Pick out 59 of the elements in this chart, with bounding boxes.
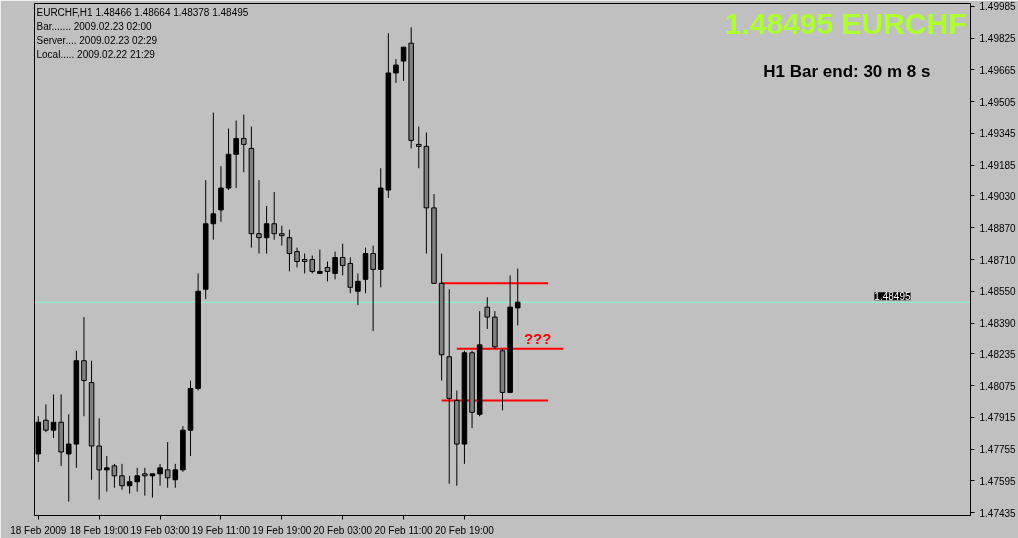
x-tick-label: 20 Feb 19:00: [434, 524, 495, 536]
x-tick-label: 19 Feb 03:00: [130, 524, 190, 536]
y-tick-label: 1.48235: [979, 348, 1017, 360]
candlestick: [332, 251, 338, 280]
y-tick-label: 1.49985: [979, 1, 1017, 13]
y-tick-label: 1.48710: [979, 254, 1017, 266]
candlestick: [149, 473, 156, 499]
annotation: Server.... 2009.02.23 02:29: [36, 34, 158, 46]
candlestick: [256, 179, 262, 255]
y-tick-label: 1.48550: [979, 286, 1017, 298]
candlestick: [43, 403, 49, 433]
candlestick: [142, 467, 148, 497]
candlestick: [324, 260, 331, 282]
y-tick-label: 1.49030: [979, 191, 1017, 202]
y-tick-label: 1.47755: [979, 444, 1017, 456]
y-tick-label: 1.47435: [979, 507, 1017, 519]
candlestick: [50, 393, 57, 439]
annotation: Local..... 2009.02.22 21:29: [36, 48, 156, 60]
candlestick: [370, 245, 376, 332]
candlestick: [210, 112, 217, 241]
candlestick: [134, 467, 141, 493]
candlestick: [484, 296, 491, 330]
annotation: 1.48495 EURCHF: [724, 6, 967, 40]
candlestick: [96, 417, 102, 501]
x-tick-label: 20 Feb 11:00: [374, 524, 434, 536]
candlestick: [294, 247, 300, 268]
y-tick-label: 1.48870: [979, 222, 1017, 234]
annotation: H1 Bar end: 30 m 8 s: [763, 61, 931, 81]
candlestick: [65, 413, 72, 503]
y-tick-label: 1.49345: [979, 128, 1017, 140]
annotation: Bar....... 2009.02.23 02:00: [36, 20, 153, 32]
y-tick-label: 1.48075: [979, 380, 1017, 392]
y-tick-label: 1.49665: [979, 64, 1017, 76]
candlestick: [317, 249, 323, 274]
x-tick-label: 18 Feb 19:00: [69, 524, 130, 536]
candlestick: [218, 165, 224, 223]
x-tick-label: 19 Feb 19:00: [252, 524, 312, 536]
candlestick: [355, 272, 361, 306]
y-tick-label: 1.47915: [979, 412, 1017, 424]
candlestick: [279, 225, 285, 247]
y-tick-label: 1.48390: [979, 318, 1017, 329]
candlestick: [233, 120, 239, 189]
y-tick-label: 1.47595: [979, 475, 1017, 487]
candlestick: [286, 229, 293, 272]
candlestick: [240, 114, 247, 173]
y-tick-label: 1.49185: [979, 160, 1017, 172]
candlestick: [81, 316, 87, 417]
y-tick-label: 1.49505: [979, 96, 1017, 108]
annotation: ???: [523, 329, 552, 347]
y-tick-label: 1.49825: [979, 33, 1017, 45]
x-tick-label: 18 Feb 2009: [10, 524, 67, 536]
candlestick: [119, 463, 125, 491]
x-tick-label: 19 Feb 11:00: [191, 524, 251, 536]
chart-title: EURCHF,H1 1.48466 1.48664 1.48378 1.48495: [36, 6, 249, 18]
ref-line-label: 1.48495: [874, 291, 911, 303]
candlestick: [393, 58, 399, 84]
candlestick: [514, 268, 521, 326]
x-tick-label: 20 Feb 03:00: [313, 524, 373, 536]
candlestick: [157, 463, 163, 487]
